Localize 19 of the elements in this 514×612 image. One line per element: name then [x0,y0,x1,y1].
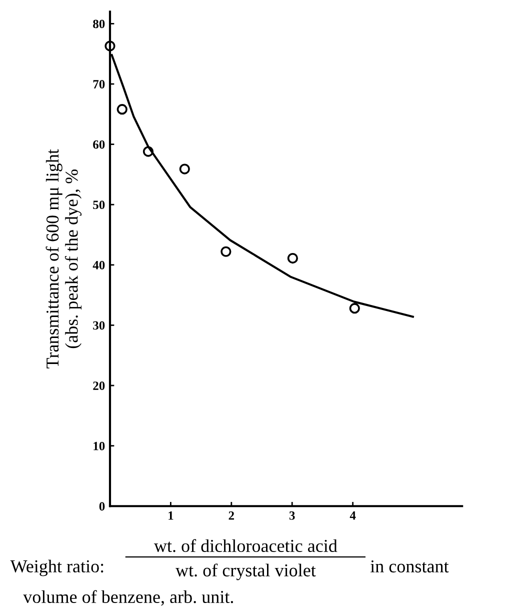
y-tick-label: 60 [93,140,105,149]
y-tick-label: 10 [94,442,105,450]
text: wt. of crystal violet [176,564,316,580]
y-tick-label: 80 [93,20,105,28]
x-tick-label: 3 [289,511,295,520]
y-tick-label: 40 [92,260,105,270]
y-tick-label: 0 [99,502,105,511]
x-tick-label: 1 [168,511,174,520]
text: Weight ratio: [10,560,104,576]
x-tick-label: 2 [228,511,234,520]
y-tick-label: 30 [93,321,105,330]
y-tick-label: 50 [93,200,105,210]
y-axis-title: Transmittance of 600 mμ light (abs. peak of the dye), % [46,149,82,368]
text: wt. of dichloroacetic acid [154,539,338,552]
x-tick-label: 4 [350,511,356,520]
text: volume of benzene, arb. unit. [23,590,234,606]
y-tick-label: 70 [93,80,105,88]
y-tick-label: 20 [93,382,105,390]
text: in constant [370,560,449,572]
